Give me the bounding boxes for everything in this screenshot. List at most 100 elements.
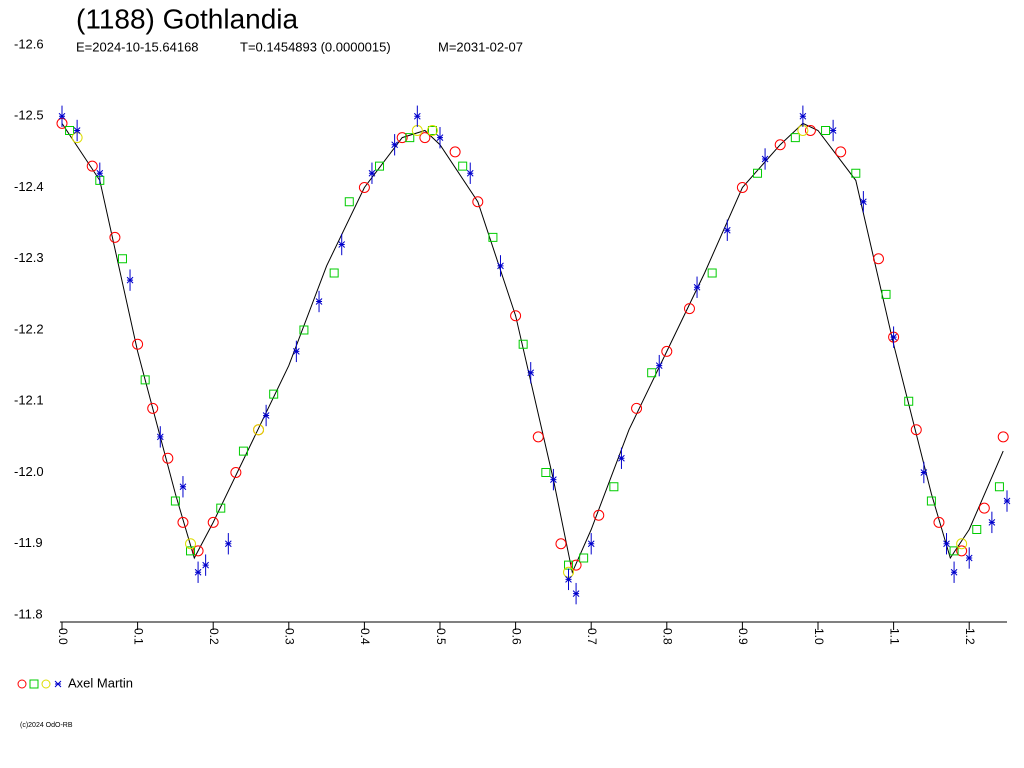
data-point xyxy=(293,348,300,355)
data-point xyxy=(736,182,748,193)
data-point xyxy=(972,525,982,534)
data-point xyxy=(593,509,605,521)
data-point xyxy=(821,126,831,135)
data-point xyxy=(426,125,438,136)
data-point xyxy=(518,339,528,349)
data-point xyxy=(978,502,990,514)
data-point xyxy=(488,232,498,242)
data-point xyxy=(956,538,968,550)
y-tick-label: -12.5 xyxy=(14,108,44,123)
x-tick-label: 0.4 xyxy=(358,628,372,645)
legend-symbol xyxy=(29,679,39,689)
data-point xyxy=(262,412,270,419)
data-point xyxy=(707,268,717,278)
chart-title: (1188) Gothlandia xyxy=(76,3,299,34)
data-point xyxy=(661,345,673,357)
y-tick-label: -11.8 xyxy=(14,606,43,621)
legend-symbol xyxy=(17,679,27,689)
x-tick-label: 0.2 xyxy=(207,628,221,645)
data-point xyxy=(956,545,968,557)
y-tick-label: -12.2 xyxy=(14,321,44,336)
data-point xyxy=(1003,497,1011,505)
data-point xyxy=(994,482,1004,492)
data-point xyxy=(497,262,504,270)
epoch: E=2024-10-15.64168 xyxy=(76,39,199,54)
data-point xyxy=(881,289,891,299)
data-point xyxy=(570,559,582,571)
data-point xyxy=(162,452,174,464)
data-point xyxy=(683,303,695,315)
data-point xyxy=(194,568,202,576)
data-point xyxy=(117,254,127,264)
data-point xyxy=(73,127,81,134)
y-tick-label: -12.6 xyxy=(14,36,44,51)
data-point xyxy=(192,545,204,557)
date: M=2031-02-07 xyxy=(438,39,523,54)
data-point xyxy=(65,126,75,135)
x-tick-label: 0.8 xyxy=(661,628,675,645)
data-point xyxy=(253,424,265,436)
data-point xyxy=(920,469,928,476)
data-point xyxy=(458,161,468,171)
data-point xyxy=(405,133,415,143)
data-point xyxy=(723,226,731,234)
data-point xyxy=(126,276,134,284)
legend-label: Axel Martin xyxy=(68,675,133,690)
data-point xyxy=(299,325,309,335)
data-point xyxy=(910,424,922,436)
data-point xyxy=(997,431,1009,443)
data-point xyxy=(269,389,279,399)
data-point xyxy=(315,298,323,305)
data-point xyxy=(449,146,461,158)
x-tick-label: 0.5 xyxy=(434,628,448,645)
y-tick-label: -11.9 xyxy=(14,535,43,550)
data-point xyxy=(413,112,421,120)
data-point xyxy=(170,496,180,506)
data-point xyxy=(230,467,242,478)
data-point xyxy=(943,540,950,548)
data-point xyxy=(466,169,474,177)
legend-symbol xyxy=(41,679,51,689)
data-point xyxy=(753,168,763,178)
data-point xyxy=(890,333,897,341)
data-point xyxy=(147,402,159,414)
data-point xyxy=(375,161,385,171)
data-point xyxy=(427,126,437,135)
data-point xyxy=(186,546,196,556)
x-tick-label: 0.1 xyxy=(131,628,145,645)
data-point xyxy=(860,198,867,206)
data-point xyxy=(368,169,376,177)
data-point xyxy=(774,139,786,151)
x-tick-label: 0.3 xyxy=(283,628,297,645)
legend-symbol xyxy=(54,680,62,688)
data-point xyxy=(207,516,219,528)
data-point xyxy=(572,590,580,597)
data-point xyxy=(851,168,861,178)
data-point xyxy=(655,362,663,369)
data-point xyxy=(238,446,248,456)
data-point xyxy=(609,482,619,492)
period: T=0.1454893 (0.0000015) xyxy=(240,39,391,54)
data-point xyxy=(904,396,914,406)
data-point xyxy=(344,197,354,207)
data-point xyxy=(140,375,150,385)
x-tick-label: 0.0 xyxy=(56,628,70,645)
data-point xyxy=(647,368,657,378)
data-point xyxy=(132,338,144,350)
data-point xyxy=(329,268,339,278)
data-point xyxy=(532,431,544,443)
x-tick-label: 0.6 xyxy=(509,628,523,645)
y-tick-label: -12.4 xyxy=(14,179,44,194)
data-point xyxy=(579,553,589,563)
data-point xyxy=(550,476,557,483)
y-tick-label: -12.0 xyxy=(14,464,44,479)
data-point xyxy=(829,127,837,134)
data-point xyxy=(799,112,807,120)
data-point xyxy=(631,402,643,414)
data-point xyxy=(988,519,996,526)
x-tick-label: 1.0 xyxy=(812,628,826,645)
data-point xyxy=(926,496,936,506)
x-tick-label: 1.1 xyxy=(887,628,901,645)
data-point xyxy=(436,134,444,141)
